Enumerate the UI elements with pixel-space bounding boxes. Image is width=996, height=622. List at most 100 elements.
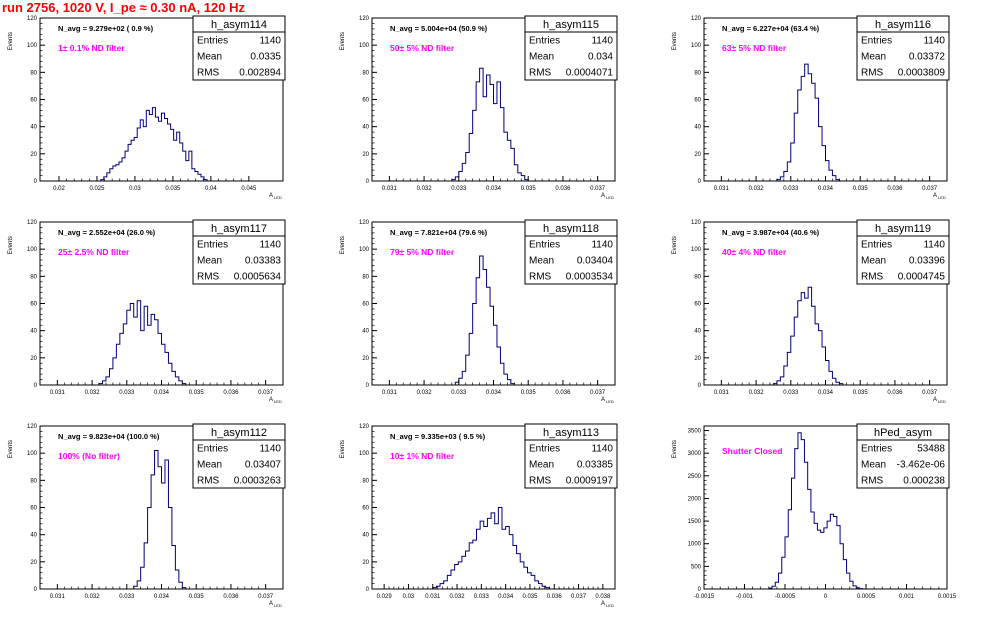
stats-key: RMS — [861, 68, 884, 79]
x-tick-label: 0.031 — [382, 186, 398, 192]
x-tick-label: 0 — [824, 594, 828, 600]
y-tick-label: 0 — [34, 587, 38, 593]
x-tick-label: 0.033 — [451, 186, 467, 192]
stats-value: 0.0003534 — [566, 272, 614, 283]
y-tick-label: 0 — [698, 179, 702, 185]
stats-value: 0.0005634 — [234, 272, 282, 283]
stats-value: 1140 — [923, 36, 945, 47]
x-tick-label: 0.034 — [818, 390, 834, 396]
x-tick-label: 0.031 — [425, 594, 441, 600]
filter-label: 100% (No filter) — [58, 451, 120, 461]
filter-label: 63± 5% ND filter — [722, 43, 787, 53]
y-tick-label: 100 — [359, 43, 370, 49]
x-axis-label: ALED — [601, 601, 614, 608]
stats-title: h_asym116 — [875, 19, 931, 31]
y-tick-label: 20 — [362, 152, 369, 158]
x-tick-label: -0.001 — [736, 594, 754, 600]
stats-key: RMS — [529, 476, 552, 487]
y-tick-label: 3000 — [688, 451, 702, 457]
stats-key: RMS — [861, 476, 884, 487]
x-tick-label: 0.031 — [50, 594, 66, 600]
x-tick-label: 0.02 — [53, 186, 65, 192]
stats-key: RMS — [861, 272, 884, 283]
y-tick-label: 100 — [359, 247, 370, 253]
x-tick-label: 0.037 — [922, 390, 938, 396]
histogram-panel-h_asym118: 0.031 0.032 0.033 0.034 0.035 0.036 0.037 0 20 40… — [340, 219, 618, 404]
stats-value: 0.0003263 — [234, 476, 282, 487]
stats-key: Entries — [861, 444, 892, 455]
stats-title: hPed_asym — [874, 427, 932, 439]
stats-box — [856, 423, 950, 489]
y-axis-label: Events — [8, 236, 14, 254]
histogram-panel-h_asym116: 0.031 0.032 0.033 0.034 0.035 0.036 0.037 0 20 40… — [672, 15, 950, 200]
x-tick-label: 0.032 — [85, 390, 101, 396]
y-tick-label: 40 — [362, 125, 369, 131]
x-tick-label: 0.037 — [590, 186, 606, 192]
y-tick-label: 80 — [30, 478, 37, 484]
y-tick-label: 0 — [698, 587, 702, 593]
y-axis-label: Events — [8, 32, 14, 50]
y-tick-label: 120 — [691, 16, 702, 22]
y-tick-label: 80 — [694, 274, 701, 280]
x-tick-label: 0.034 — [154, 594, 170, 600]
x-tick-label: 0.033 — [474, 594, 490, 600]
x-tick-label: 0.033 — [119, 390, 135, 396]
stats-value: 1140 — [259, 444, 281, 455]
stats-key: RMS — [197, 68, 220, 79]
y-axis-label: Events — [340, 236, 346, 254]
y-tick-label: 100 — [359, 451, 370, 457]
navg-label: N_avg = 9.279e+02 ( 0.9 %) — [58, 24, 154, 33]
y-tick-label: 2500 — [688, 474, 702, 480]
x-tick-label: 0.037 — [922, 186, 938, 192]
x-tick-label: 0.034 — [486, 186, 502, 192]
y-tick-label: 60 — [30, 302, 37, 308]
stats-key: Entries — [861, 36, 892, 47]
y-tick-label: 60 — [30, 506, 37, 512]
y-axis-label: Events — [672, 236, 678, 254]
x-tick-label: 0.037 — [571, 594, 587, 600]
y-tick-label: 60 — [694, 302, 701, 308]
histogram-panel-h_asym119: 0.031 0.032 0.033 0.034 0.035 0.036 0.037 0 20 40… — [672, 219, 950, 404]
x-tick-label: 0.036 — [887, 186, 903, 192]
y-tick-label: 100 — [27, 43, 38, 49]
stats-value: 1140 — [591, 240, 613, 251]
y-tick-label: 20 — [362, 560, 369, 566]
y-tick-label: 60 — [362, 506, 369, 512]
stats-title: h_asym118 — [543, 223, 599, 235]
histogram-series — [98, 300, 187, 385]
stats-title: h_asym113 — [543, 427, 599, 439]
stats-box — [856, 219, 950, 285]
x-tick-label: 0.033 — [451, 390, 467, 396]
y-axis-label: Events — [672, 440, 678, 458]
x-tick-label: 0.031 — [382, 390, 398, 396]
stats-box — [192, 15, 286, 81]
x-tick-label: 0.036 — [555, 186, 571, 192]
histogram-panel-h_asym117: 0.031 0.032 0.033 0.034 0.035 0.036 0.037 0 20 40… — [8, 219, 286, 404]
x-tick-label: 0.032 — [417, 390, 433, 396]
navg-label: N_avg = 2.552e+04 (26.0 %) — [58, 228, 156, 237]
x-tick-label: 0.032 — [85, 594, 101, 600]
x-axis-label: ALED — [933, 193, 946, 200]
x-tick-label: 0.031 — [714, 390, 730, 396]
histogram-panel-h_asym114: 0.02 0.025 0.03 0.035 0.04 0.045 0 20 40 60 80 100 1… — [8, 15, 286, 200]
stats-title: h_asym114 — [211, 19, 267, 31]
x-tick-label: 0.033 — [119, 594, 135, 600]
stats-value: 0.0004745 — [898, 272, 946, 283]
y-tick-label: 120 — [359, 16, 370, 22]
stats-box — [856, 15, 950, 81]
navg-label: N_avg = 3.987e+04 (40.6 %) — [722, 228, 820, 237]
stats-key: RMS — [197, 272, 220, 283]
y-tick-label: 80 — [362, 274, 369, 280]
stats-key: Entries — [529, 240, 560, 251]
x-axis-label: ALED — [601, 193, 614, 200]
stats-title: h_asym115 — [543, 19, 599, 31]
x-tick-label: 0.036 — [223, 390, 239, 396]
stats-key: Mean — [861, 460, 886, 471]
y-tick-label: 80 — [30, 70, 37, 76]
histogram-series — [776, 63, 840, 181]
x-tick-label: 0.037 — [258, 390, 274, 396]
y-tick-label: 120 — [27, 424, 38, 430]
y-tick-label: 1500 — [688, 519, 702, 525]
x-tick-label: 0.03 — [129, 186, 141, 192]
navg-label: N_avg = 9.335e+03 ( 9.5 %) — [390, 432, 486, 441]
